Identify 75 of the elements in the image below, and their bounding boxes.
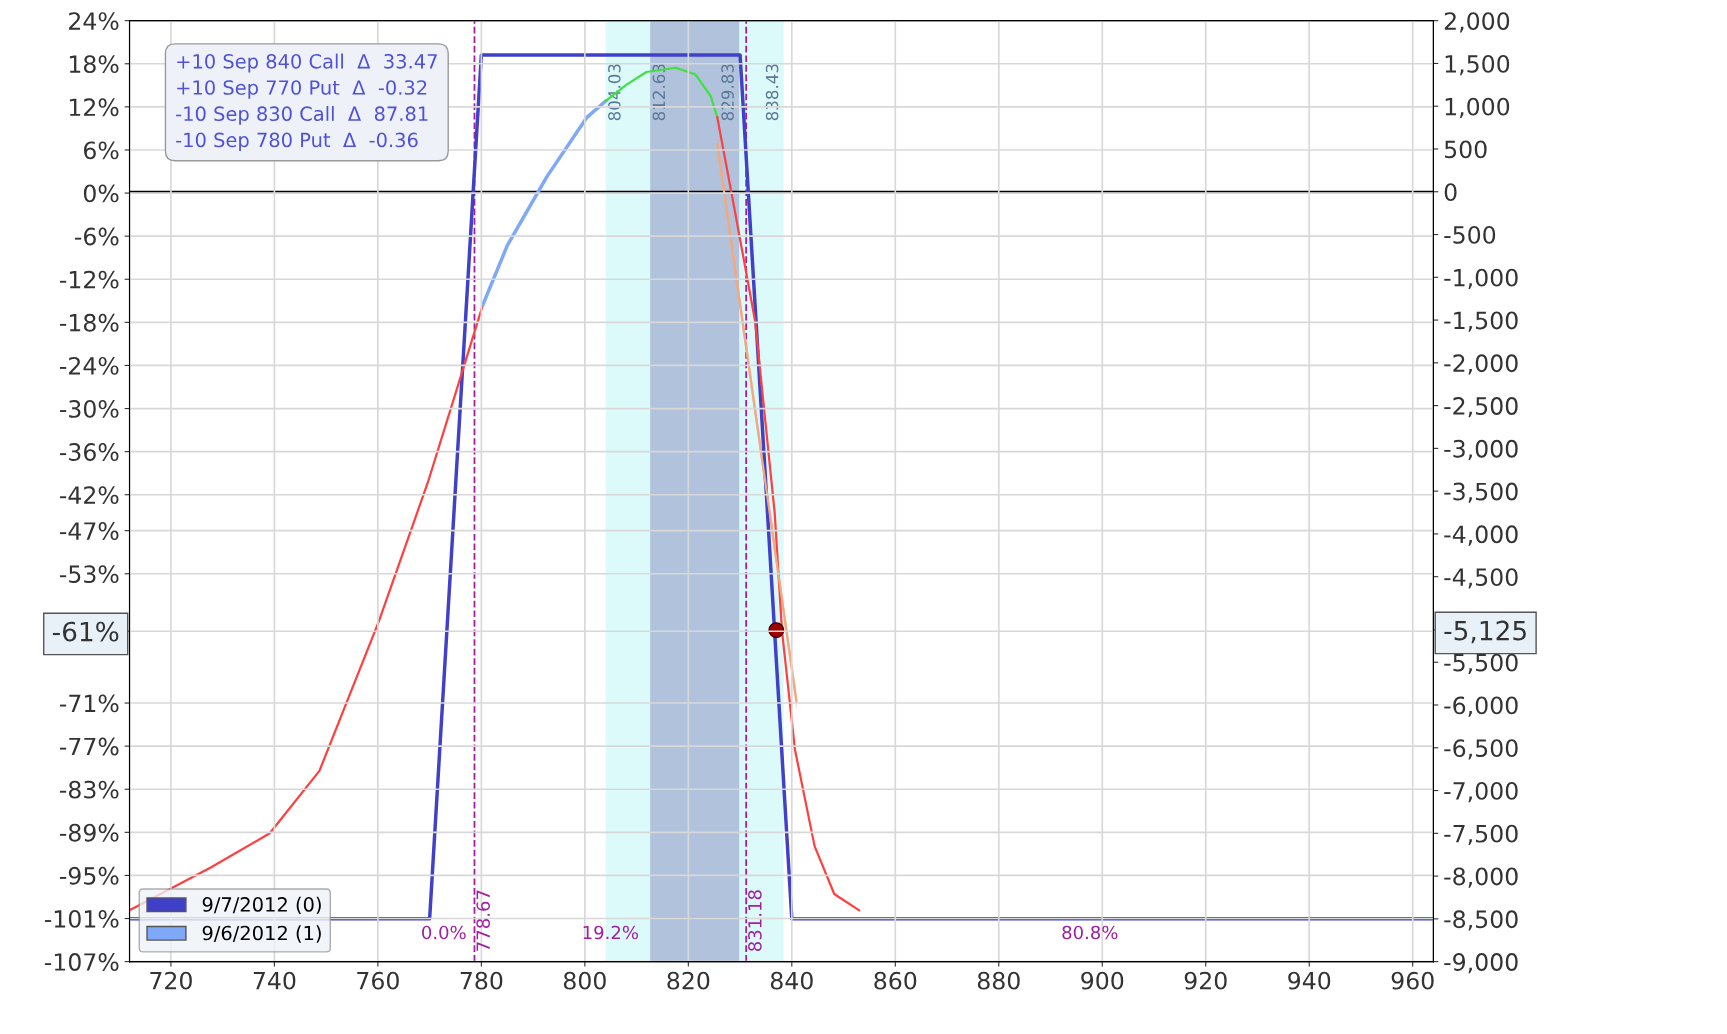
legend-label: 9/7/2012 (0) — [202, 896, 321, 915]
annotation: 80.8% — [1062, 925, 1118, 940]
x-tick-label: 760 — [357, 971, 399, 990]
y2-tick-label: -6,500 — [1444, 739, 1518, 760]
y-tick-label: -6% — [74, 227, 119, 246]
y2-tick-label: 500 — [1444, 140, 1487, 159]
y2-tick-label: -3,500 — [1444, 482, 1518, 503]
x-tick-label: 940 — [1288, 971, 1331, 990]
x-tick-label: 780 — [460, 971, 503, 990]
annotation: 812.63 — [652, 64, 666, 121]
y-tick-label: -53% — [59, 565, 119, 584]
x-tick-label: 720 — [150, 971, 192, 990]
x-tick-label: 900 — [1081, 971, 1124, 990]
y2-tick-label: -4,000 — [1444, 525, 1518, 546]
annotation: -10 Sep 830 Call Δ 87.81 — [176, 106, 428, 125]
y-tick-label: -36% — [59, 443, 119, 461]
y-tick-label: -18% — [59, 313, 119, 332]
line-series — [481, 99, 608, 307]
y-tick-label: -95% — [59, 866, 119, 885]
y-tick-label: 12% — [69, 98, 119, 117]
y-tick-label: -42% — [59, 486, 119, 505]
y-tick-label: -61% — [52, 621, 119, 642]
y2-tick-label: -5,125 — [1444, 620, 1526, 644]
y2-tick-label: -7,500 — [1444, 824, 1518, 846]
x-tick-label: 920 — [1184, 971, 1227, 990]
legend-label: 9/6/2012 (1) — [202, 925, 321, 943]
y-tick-label: -107% — [44, 953, 119, 971]
y2-tick-label: -5,500 — [1444, 653, 1518, 674]
x-tick-label: 960 — [1391, 971, 1434, 990]
y2-tick-label: -1,000 — [1444, 268, 1518, 290]
annotation: 0.0% — [422, 925, 466, 940]
y-tick-label: -77% — [59, 737, 119, 756]
x-tick-label: 840 — [770, 971, 813, 990]
x-tick-label: 880 — [977, 971, 1020, 990]
line-series — [604, 66, 719, 119]
ref-line-label: 778.67 — [476, 890, 491, 951]
y2-tick-label: -7,000 — [1444, 781, 1518, 803]
x-tick-label: 820 — [667, 971, 710, 990]
y-tick-label: -47% — [59, 522, 119, 540]
annotation: 19.2% — [583, 925, 639, 940]
x-tick-label: 860 — [874, 971, 917, 990]
y-tick-label: 18% — [69, 55, 119, 74]
y2-tick-label: -4,500 — [1444, 568, 1518, 589]
y2-tick-label: -6,000 — [1444, 696, 1518, 717]
y-tick-label: -30% — [59, 399, 119, 418]
y2-tick-label: -9,000 — [1444, 953, 1518, 974]
y-tick-label: -101% — [44, 909, 119, 928]
y2-tick-label: -500 — [1444, 225, 1496, 244]
y2-tick-label: 2,000 — [1444, 12, 1510, 33]
y-tick-label: -83% — [59, 780, 119, 799]
y-tick-label: 0% — [83, 184, 119, 203]
y-tick-label: -71% — [59, 694, 119, 713]
y-tick-label: -89% — [59, 823, 119, 842]
annotation: 838.43 — [765, 64, 779, 121]
y2-tick-label: -8,000 — [1444, 867, 1518, 888]
y-tick-label: 24% — [69, 12, 119, 30]
annotation: 804.03 — [608, 64, 621, 121]
y2-tick-label: -1,500 — [1444, 311, 1518, 332]
y2-tick-label: 1,500 — [1445, 54, 1510, 76]
y-tick-label: 6% — [84, 141, 119, 160]
y-tick-label: -24% — [59, 356, 119, 375]
y-tick-label: -12% — [59, 270, 119, 289]
y2-tick-label: -3,000 — [1444, 439, 1518, 461]
y2-tick-label: -2,500 — [1444, 397, 1518, 418]
annotation: +10 Sep 840 Call Δ 33.47 — [177, 53, 437, 73]
annotation: +10 Sep 770 Put Δ -0.32 — [177, 80, 427, 99]
x-tick-label: 740 — [253, 971, 296, 990]
y2-tick-label: 0 — [1444, 183, 1457, 202]
annotation: -10 Sep 780 Put Δ -0.36 — [176, 132, 418, 152]
y2-tick-label: 1,000 — [1445, 97, 1510, 118]
x-tick-label: 800 — [563, 971, 606, 990]
ref-line-label: 831.18 — [748, 890, 762, 951]
y2-tick-label: -8,500 — [1444, 910, 1518, 931]
y2-tick-label: -2,000 — [1444, 354, 1518, 375]
annotation: 829.83 — [721, 64, 734, 121]
